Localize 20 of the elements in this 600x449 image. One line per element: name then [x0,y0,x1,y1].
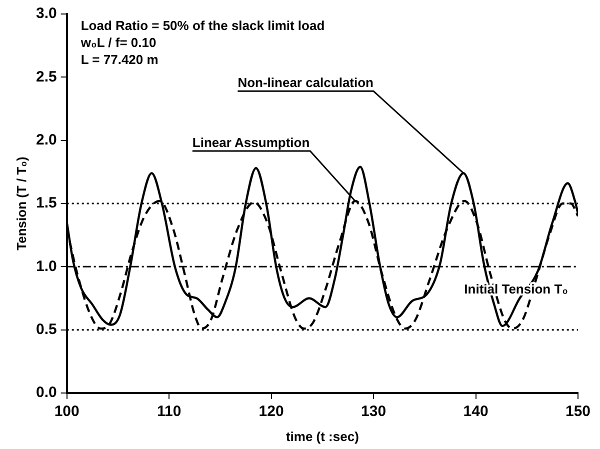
y-tick-label: 2.0 [36,131,57,148]
x-tick-label: 140 [463,403,488,420]
x-tick-label: 120 [258,403,284,420]
x-axis-title: time (t :sec) [286,429,359,444]
y-tick-label: 0.0 [36,384,57,402]
x-tick-label: 150 [565,403,591,420]
x-tick-label: 110 [156,403,182,420]
y-tick-label: 2.5 [36,68,57,86]
text: Linear Assumption [192,134,310,150]
y-axis-title: Tension (T / T₀) [14,156,29,250]
y-tick-label: 3.0 [36,5,57,22]
y-tick-label: 1.0 [36,258,57,275]
annotation: Load Ratio = 50% of the slack limit load [80,18,325,33]
y-tick-label: 0.5 [36,320,57,338]
text: Non-linear calculation [238,75,374,90]
x-tick-label: 130 [361,403,386,420]
annotation: w₀L / f= 0.10 [80,35,156,50]
x-tick-label: 100 [54,403,80,420]
y-tick-label: 1.5 [36,194,57,212]
annotation: L = 77.420 m [80,52,158,67]
